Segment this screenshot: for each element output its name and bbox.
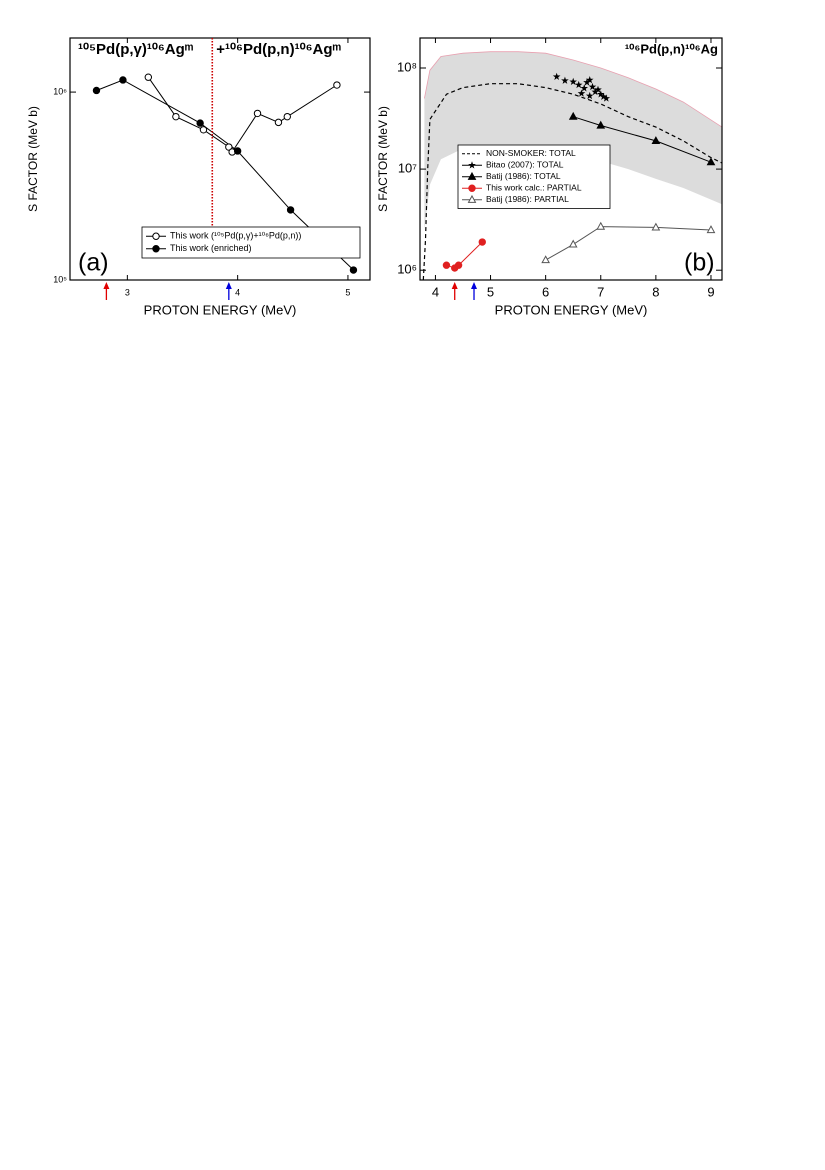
- legend-marker: [468, 161, 476, 169]
- marker: [602, 94, 611, 102]
- legend-box: [457, 144, 611, 209]
- marker: [706, 225, 716, 234]
- marker: [119, 76, 127, 84]
- legend-label: Batij (1986): TOTAL: [486, 171, 561, 181]
- marker: [478, 238, 486, 246]
- x-tick-label: 6: [542, 284, 549, 299]
- marker: [569, 77, 578, 86]
- legend-marker: [468, 184, 476, 192]
- y-tick-label: 10⁶: [397, 262, 417, 277]
- marker: [233, 147, 242, 155]
- arrow-head: [451, 282, 458, 289]
- legend-label: Batij (1986): PARTIAL: [486, 194, 569, 204]
- marker: [199, 126, 208, 134]
- marker: [92, 86, 101, 95]
- y-tick-label: 10⁷: [398, 161, 417, 176]
- marker: [283, 112, 291, 121]
- legend-marker: [152, 245, 160, 253]
- legend-marker: [467, 194, 477, 203]
- x-tick-label: 5: [345, 287, 350, 297]
- legend-marker: [467, 171, 477, 180]
- marker: [651, 136, 661, 145]
- x-tick-label: 7: [597, 284, 604, 299]
- marker: [454, 261, 463, 269]
- legend-label: This work (¹⁰⁵Pd(p,γ)+¹⁰⁶Pd(p,n)): [170, 231, 301, 241]
- series-line: [422, 83, 722, 280]
- marker: [274, 118, 283, 127]
- marker: [561, 76, 569, 84]
- series-line: [573, 116, 712, 163]
- y-axis-label: S FACTOR (MeV b): [376, 106, 390, 212]
- band-upper-edge: [424, 51, 722, 128]
- marker: [541, 255, 550, 264]
- marker: [552, 72, 561, 80]
- plot-frame: [419, 37, 723, 281]
- panel-label: (b): [684, 249, 715, 277]
- marker: [599, 92, 608, 100]
- y-tick-label: 10⁸: [397, 59, 417, 74]
- arrow-head: [471, 282, 478, 289]
- arrow-head: [103, 282, 110, 289]
- marker: [253, 109, 262, 118]
- marker: [588, 82, 597, 91]
- marker: [591, 87, 600, 96]
- legend-label: This work calc.: PARTIAL: [486, 183, 582, 193]
- x-tick-label: 4: [235, 287, 240, 297]
- x-tick-label: 8: [652, 284, 659, 299]
- x-tick-label: 3: [125, 287, 130, 297]
- marker: [442, 261, 451, 269]
- y-tick-label: 10⁵: [53, 274, 67, 284]
- marker: [596, 120, 606, 129]
- marker: [596, 221, 606, 230]
- marker: [706, 157, 716, 166]
- y-tick-label: 10⁶: [53, 86, 67, 96]
- marker: [580, 84, 589, 92]
- x-axis-label: PROTON ENERGY (MeV): [495, 302, 648, 317]
- x-tick-label: 5: [487, 284, 494, 299]
- y-axis-label: S FACTOR (MeV b): [26, 106, 40, 212]
- marker: [577, 89, 586, 97]
- legend-label: This work (enriched): [170, 243, 252, 253]
- marker: [172, 112, 180, 121]
- marker: [286, 206, 295, 214]
- legend-marker: [152, 232, 160, 240]
- arrow-head: [225, 282, 232, 289]
- marker: [583, 78, 591, 86]
- band: [424, 51, 722, 231]
- series-line: [96, 79, 354, 271]
- annotation: ¹⁰⁶Pd(p,n)¹⁰⁶Ag: [625, 41, 718, 56]
- annotation: +¹⁰⁶Pd(p,n)¹⁰⁶Agᵐ: [216, 41, 341, 58]
- marker: [349, 266, 358, 274]
- marker: [568, 111, 578, 120]
- marker: [225, 143, 233, 151]
- plot-frame: [69, 37, 371, 281]
- marker: [594, 85, 602, 93]
- x-tick-label: 9: [707, 284, 714, 299]
- marker: [144, 73, 153, 81]
- marker: [333, 81, 341, 89]
- marker: [651, 222, 661, 231]
- x-axis-label: PROTON ENERGY (MeV): [144, 302, 297, 317]
- legend-label: Bitao (2007): TOTAL: [486, 160, 564, 170]
- series-line: [446, 241, 483, 269]
- marker: [196, 119, 204, 127]
- marker: [585, 76, 594, 84]
- x-tick-label: 4: [432, 284, 439, 299]
- legend-label: NON-SMOKER: TOTAL: [486, 148, 576, 158]
- marker: [585, 91, 594, 100]
- annotation: ¹⁰⁵Pd(p,γ)¹⁰⁶Agᵐ: [78, 41, 194, 58]
- panel-label: (a): [78, 249, 109, 277]
- marker: [568, 239, 578, 248]
- legend-box: [141, 226, 361, 259]
- marker: [574, 80, 583, 89]
- marker: [596, 90, 605, 98]
